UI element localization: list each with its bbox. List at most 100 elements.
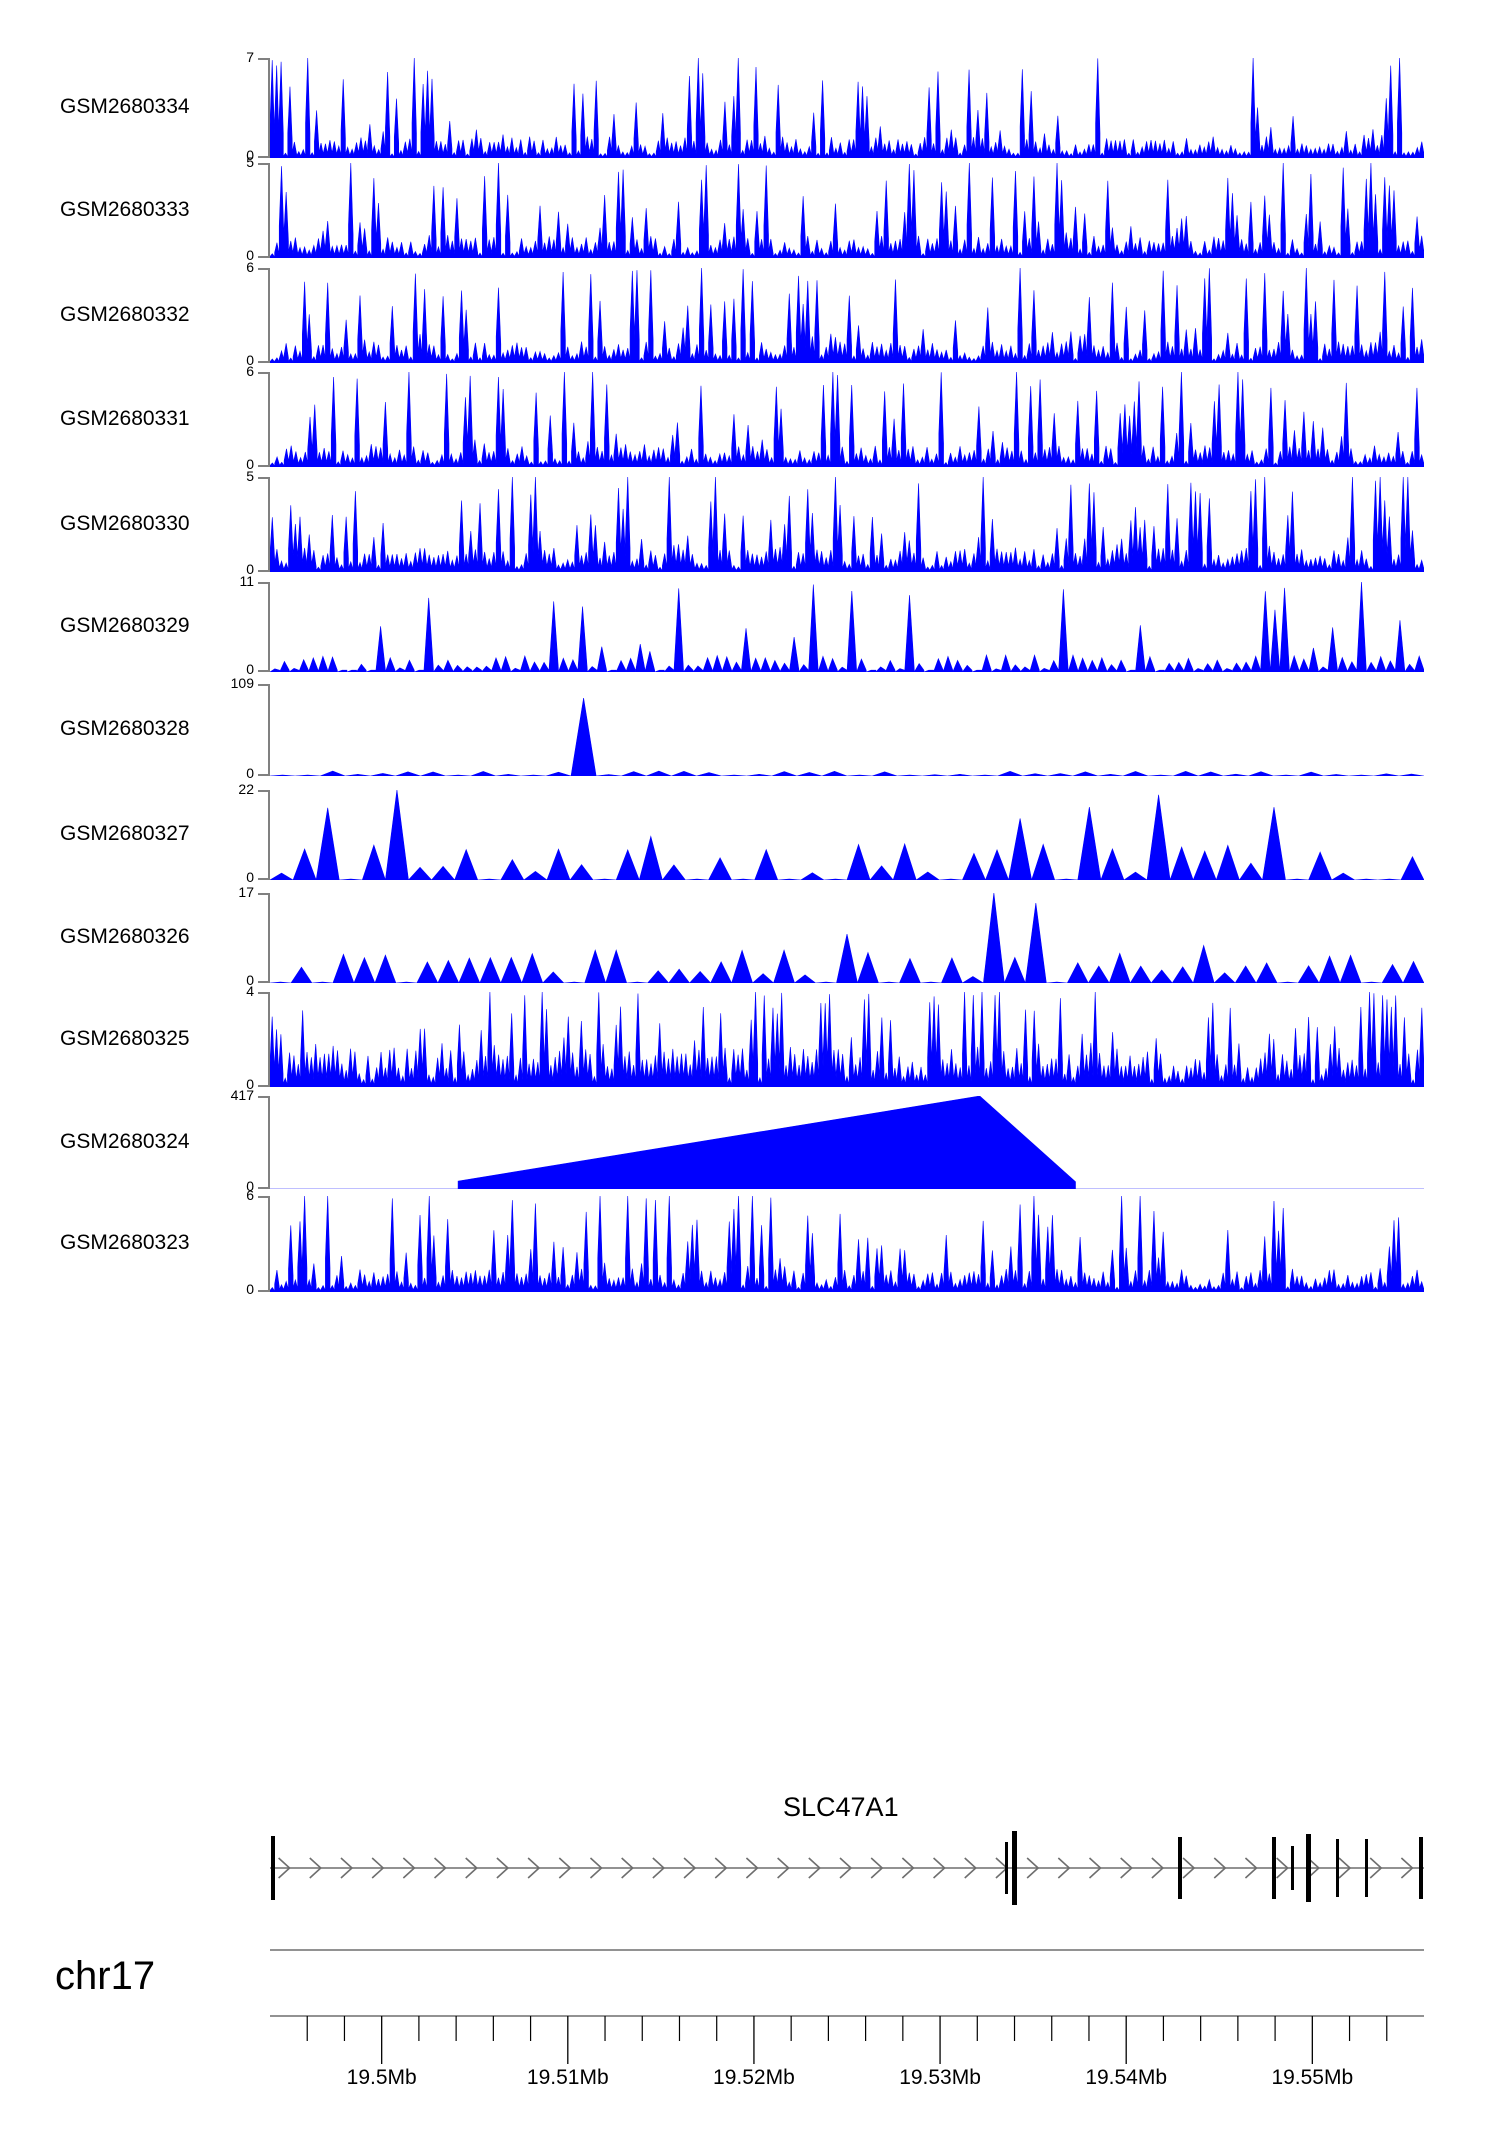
strand-arrow-icon bbox=[808, 1857, 822, 1879]
track-label-GSM2680334: GSM2680334 bbox=[60, 95, 190, 118]
coverage-plot-GSM2680333[interactable] bbox=[270, 163, 1424, 258]
coverage-track[interactable]: GSM2680332 6 0 bbox=[0, 259, 1500, 368]
gene-model-track[interactable]: SLC47A1 bbox=[0, 1790, 1500, 1920]
coverage-plot-GSM2680324[interactable] bbox=[270, 1096, 1424, 1189]
exon[interactable] bbox=[1306, 1834, 1311, 1902]
axis-tick-label: 19.52Mb bbox=[713, 2066, 795, 2089]
y-axis-tick-min bbox=[258, 1085, 270, 1087]
gene-model-svg bbox=[270, 1831, 1424, 1905]
exon[interactable] bbox=[271, 1836, 275, 1900]
coverage-track[interactable]: GSM2680325 4 0 bbox=[0, 983, 1500, 1092]
exon[interactable] bbox=[1365, 1839, 1368, 1897]
coverage-track[interactable]: GSM2680327 22 0 bbox=[0, 781, 1500, 885]
y-axis-tick-max bbox=[258, 163, 270, 165]
exon[interactable] bbox=[1005, 1842, 1008, 1894]
strand-arrow-icon bbox=[434, 1857, 447, 1879]
strand-arrow-icon bbox=[278, 1857, 291, 1879]
y-axis-max-label: 4 bbox=[246, 983, 254, 999]
strand-arrow-icon bbox=[402, 1857, 416, 1879]
exon[interactable] bbox=[1272, 1837, 1276, 1899]
y-axis bbox=[256, 268, 272, 363]
exon[interactable] bbox=[1291, 1846, 1294, 1890]
coverage-track[interactable]: GSM2680333 5 0 bbox=[0, 154, 1500, 263]
strand-arrow-icon bbox=[1151, 1857, 1165, 1879]
strand-arrow-icon bbox=[1213, 1857, 1227, 1879]
coverage-track[interactable]: GSM2680330 5 0 bbox=[0, 468, 1500, 577]
coverage-track[interactable]: GSM2680323 6 0 bbox=[0, 1187, 1500, 1297]
y-axis-max-label: 5 bbox=[246, 154, 254, 170]
y-axis-tick-min bbox=[258, 156, 270, 158]
y-axis-tick-min bbox=[258, 774, 270, 776]
y-axis bbox=[256, 790, 272, 880]
coverage-track[interactable]: GSM2680328 109 0 bbox=[0, 675, 1500, 781]
coverage-plot-GSM2680325[interactable] bbox=[270, 992, 1424, 1087]
y-axis-min-label: 0 bbox=[246, 456, 254, 472]
y-axis bbox=[256, 582, 272, 672]
y-axis-line bbox=[268, 1096, 270, 1189]
coverage-track[interactable]: GSM2680326 17 0 bbox=[0, 884, 1500, 988]
track-label-GSM2680330: GSM2680330 bbox=[60, 511, 190, 535]
y-axis-tick-max bbox=[258, 684, 270, 686]
y-axis-tick-max bbox=[258, 58, 270, 60]
y-axis-line bbox=[268, 582, 270, 672]
y-axis-line bbox=[268, 372, 270, 467]
y-axis-min-label: 0 bbox=[246, 1281, 254, 1297]
coverage-plot-GSM2680323[interactable] bbox=[270, 1196, 1424, 1292]
y-axis-min-label: 0 bbox=[246, 1178, 254, 1194]
axis-tick-label: 19.53Mb bbox=[899, 2066, 981, 2089]
coverage-plot-GSM2680329[interactable] bbox=[270, 582, 1424, 672]
strand-arrow-icon bbox=[839, 1857, 853, 1879]
y-axis-line bbox=[268, 684, 270, 776]
coverage-area bbox=[270, 582, 1424, 672]
coverage-track[interactable]: GSM2680331 6 0 bbox=[0, 363, 1500, 472]
y-axis-line bbox=[268, 893, 270, 983]
y-axis-tick-min bbox=[258, 570, 270, 572]
coverage-plot-GSM2680334[interactable] bbox=[270, 58, 1424, 158]
y-axis-min-label: 0 bbox=[246, 147, 254, 163]
chromosome-axis-track: chr17 19.5Mb 19.51Mb 19.52Mb 19.53Mb 19.54Mb… bbox=[0, 1930, 1500, 2140]
y-axis-tick-min bbox=[258, 361, 270, 363]
y-axis-tick-max bbox=[258, 582, 270, 584]
coverage-track[interactable]: GSM2680329 11 0 bbox=[0, 573, 1500, 677]
coverage-plot-GSM2680327[interactable] bbox=[270, 790, 1424, 880]
y-axis-tick-min bbox=[258, 878, 270, 880]
track-label-GSM2680324: GSM2680324 bbox=[60, 1129, 190, 1153]
y-axis-tick-max bbox=[258, 1096, 270, 1098]
exon[interactable] bbox=[1012, 1831, 1017, 1905]
strand-arrow-icon bbox=[309, 1857, 322, 1879]
strand-arrow-icon bbox=[1088, 1857, 1102, 1879]
y-axis bbox=[256, 372, 272, 467]
y-axis-max-label: 6 bbox=[246, 1187, 254, 1203]
coverage-plot-GSM2680331[interactable] bbox=[270, 372, 1424, 467]
strand-arrow-icon bbox=[1369, 1857, 1383, 1879]
exon[interactable] bbox=[1419, 1837, 1423, 1899]
y-axis bbox=[256, 163, 272, 258]
strand-arrow-icon bbox=[621, 1857, 634, 1879]
y-axis-tick-max bbox=[258, 372, 270, 374]
coverage-plot-GSM2680328[interactable] bbox=[270, 684, 1424, 776]
y-axis-tick-max bbox=[258, 268, 270, 270]
exon[interactable] bbox=[1336, 1839, 1339, 1897]
y-axis-max-label: 11 bbox=[239, 573, 254, 589]
strand-arrow-icon bbox=[683, 1857, 697, 1879]
y-axis-min-label: 0 bbox=[246, 869, 254, 885]
track-label-GSM2680331: GSM2680331 bbox=[60, 406, 190, 430]
y-axis bbox=[256, 893, 272, 983]
y-axis-min-label: 0 bbox=[246, 765, 254, 781]
strand-arrow-icon bbox=[1276, 1857, 1289, 1879]
strand-arrow-icon bbox=[1182, 1857, 1196, 1879]
strand-arrow-icon bbox=[964, 1857, 977, 1879]
track-label-GSM2680333: GSM2680333 bbox=[60, 197, 190, 221]
strand-arrow-icon bbox=[558, 1857, 572, 1879]
coverage-area bbox=[270, 697, 1424, 776]
y-axis-line bbox=[268, 1196, 270, 1292]
coverage-plot-GSM2680332[interactable] bbox=[270, 268, 1424, 363]
strand-arrow-icon bbox=[1120, 1857, 1133, 1879]
y-axis-max-label: 6 bbox=[246, 259, 254, 275]
coverage-track[interactable]: GSM2680324 417 0 bbox=[0, 1087, 1500, 1194]
coverage-track[interactable]: GSM2680334 7 0 bbox=[0, 49, 1500, 163]
exon[interactable] bbox=[1178, 1837, 1182, 1899]
coverage-plot-GSM2680326[interactable] bbox=[270, 893, 1424, 983]
coverage-plot-GSM2680330[interactable] bbox=[270, 477, 1424, 572]
